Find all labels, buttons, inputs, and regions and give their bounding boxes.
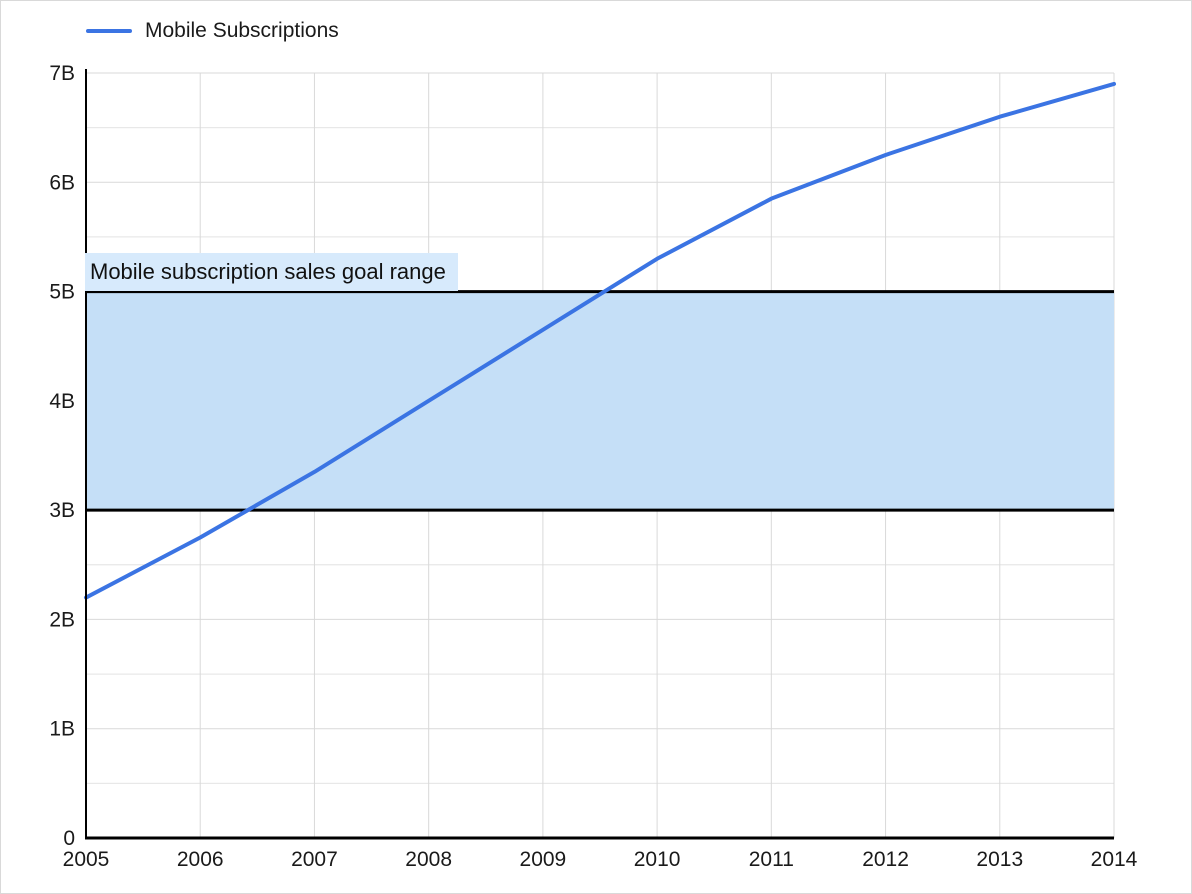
legend-label: Mobile Subscriptions [145, 19, 339, 42]
x-axis-tick-label: 2006 [177, 848, 224, 871]
legend-line-swatch [86, 29, 132, 33]
x-axis-tick-label: 2013 [976, 848, 1023, 871]
x-axis-tick-label: 2010 [634, 848, 681, 871]
x-axis-tick-label: 2009 [520, 848, 567, 871]
x-axis-tick-label: 2011 [749, 848, 794, 871]
y-axis-tick-label: 3B [49, 499, 75, 522]
y-axis-tick-label: 1B [49, 718, 75, 741]
y-axis-tick-label: 7B [49, 62, 75, 85]
series-line-mobile-subscriptions[interactable] [84, 81, 1116, 600]
goal-range-band-label: Mobile subscription sales goal range [85, 253, 458, 291]
y-axis-tick-label: 5B [49, 281, 75, 304]
x-axis-tick-label: 2012 [862, 848, 909, 871]
x-axis-tick-label: 2005 [63, 848, 110, 871]
y-axis-tick-label: 2B [49, 608, 75, 631]
y-axis-tick-label: 4B [49, 390, 75, 413]
goal-range-band [86, 291, 1114, 511]
legend-item[interactable]: Mobile Subscriptions [86, 18, 339, 44]
x-axis-tick-label: 2014 [1091, 848, 1138, 871]
y-axis-tick-label: 6B [49, 171, 75, 194]
x-axis-tick-label: 2007 [291, 848, 338, 871]
y-axis-tick-label: 0 [63, 827, 75, 850]
x-axis-tick-label: 2008 [405, 848, 452, 871]
